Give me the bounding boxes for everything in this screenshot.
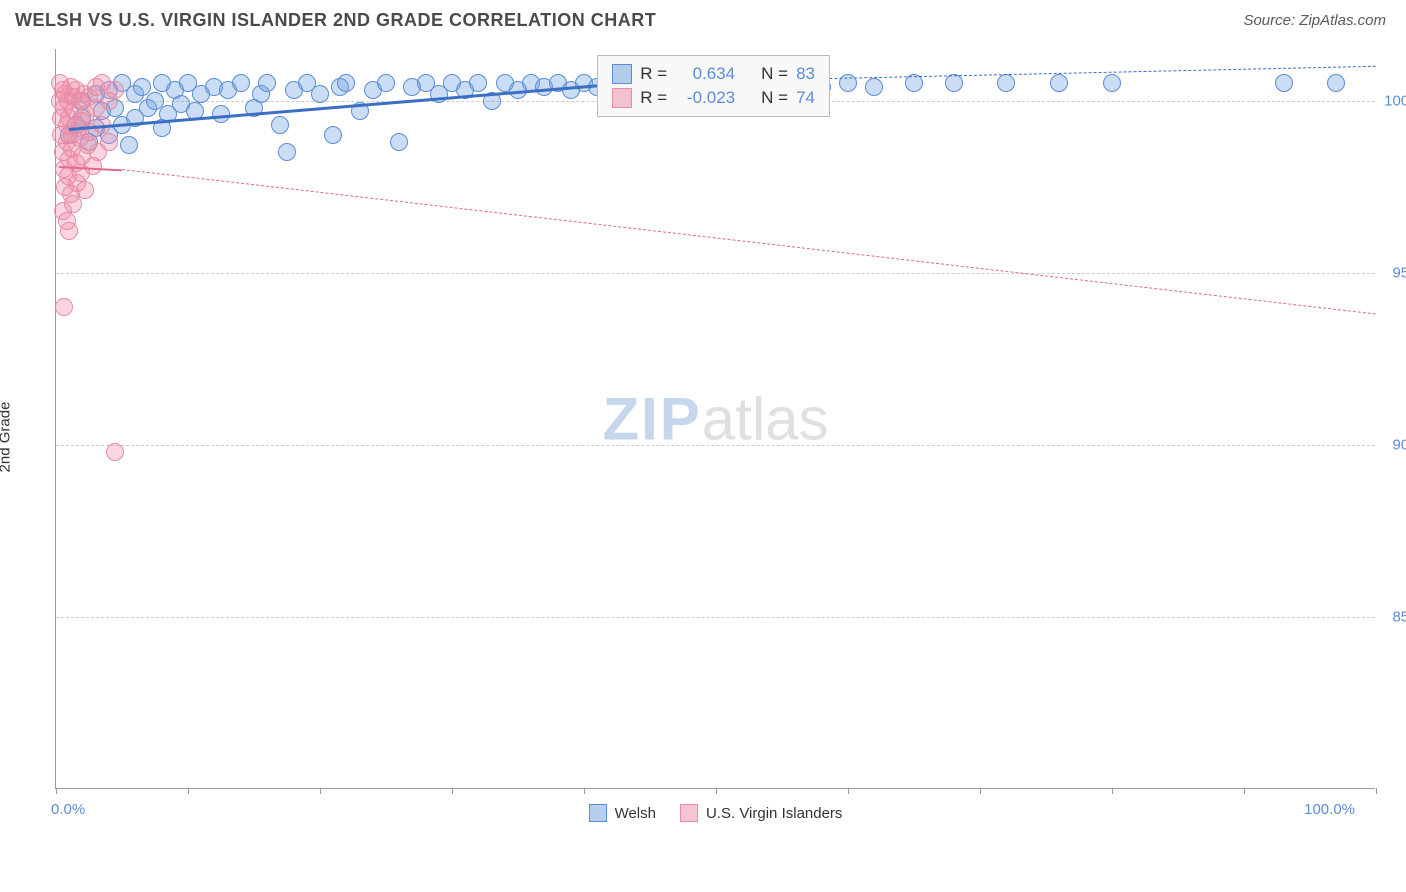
x-tick [1112,788,1113,794]
data-point [469,74,487,92]
data-point [865,78,883,96]
x-tick [848,788,849,794]
n-label: N = [761,64,788,84]
x-tick [1244,788,1245,794]
chart-source: Source: ZipAtlas.com [1243,12,1386,29]
y-tick-label: 90.0% [1392,436,1406,453]
data-point [106,443,124,461]
r-label: R = [640,64,667,84]
data-point [377,74,395,92]
data-point [1275,74,1293,92]
x-tick [452,788,453,794]
n-label: N = [761,88,788,108]
x-tick [56,788,57,794]
n-value: 83 [796,64,815,84]
legend-swatch [589,804,607,822]
chart-container: 2nd Grade ZIPatlas 0.0% 100.0% WelshU.S.… [15,39,1395,834]
y-tick-label: 100.0% [1384,92,1406,109]
data-point [324,126,342,144]
data-point [271,116,289,134]
legend-item: U.S. Virgin Islanders [680,804,842,822]
stats-row: R = -0.023 N = 74 [612,86,815,110]
data-point [60,222,78,240]
stats-swatch [612,64,632,84]
watermark: ZIPatlas [602,384,828,453]
legend-label: Welsh [615,805,656,822]
y-axis-title: 2nd Grade [0,401,14,472]
x-label-max: 100.0% [1304,801,1355,818]
data-point [337,74,355,92]
trend-line [122,169,1376,315]
data-point [76,181,94,199]
data-point [997,74,1015,92]
data-point [311,85,329,103]
x-tick [320,788,321,794]
y-tick-label: 95.0% [1392,264,1406,281]
x-tick [584,788,585,794]
n-value: 74 [796,88,815,108]
gridline [56,617,1375,618]
data-point [390,133,408,151]
plot-area: ZIPatlas 0.0% 100.0% WelshU.S. Virgin Is… [55,49,1375,789]
legend-item: Welsh [589,804,656,822]
chart-header: WELSH VS U.S. VIRGIN ISLANDER 2ND GRADE … [0,0,1406,39]
data-point [120,136,138,154]
data-point [232,74,250,92]
data-point [258,74,276,92]
legend-label: U.S. Virgin Islanders [706,805,842,822]
x-label-min: 0.0% [51,801,85,818]
stats-swatch [612,88,632,108]
r-value: -0.023 [675,88,735,108]
r-label: R = [640,88,667,108]
data-point [945,74,963,92]
watermark-zip: ZIP [602,385,701,452]
gridline [56,445,1375,446]
x-tick [716,788,717,794]
stats-box: R = 0.634 N = 83 R = -0.023 N = 74 [597,55,830,117]
legend-swatch [680,804,698,822]
y-tick-label: 85.0% [1392,608,1406,625]
r-value: 0.634 [675,64,735,84]
data-point [1103,74,1121,92]
legend: Welsh U.S. Virgin Islanders [589,804,843,822]
x-tick [1376,788,1377,794]
data-point [1327,74,1345,92]
gridline [56,273,1375,274]
watermark-atlas: atlas [702,385,829,452]
data-point [278,143,296,161]
x-tick [188,788,189,794]
stats-row: R = 0.634 N = 83 [612,62,815,86]
data-point [100,133,118,151]
chart-title: WELSH VS U.S. VIRGIN ISLANDER 2ND GRADE … [15,10,656,31]
data-point [1050,74,1068,92]
data-point [55,298,73,316]
data-point [106,81,124,99]
x-tick [980,788,981,794]
